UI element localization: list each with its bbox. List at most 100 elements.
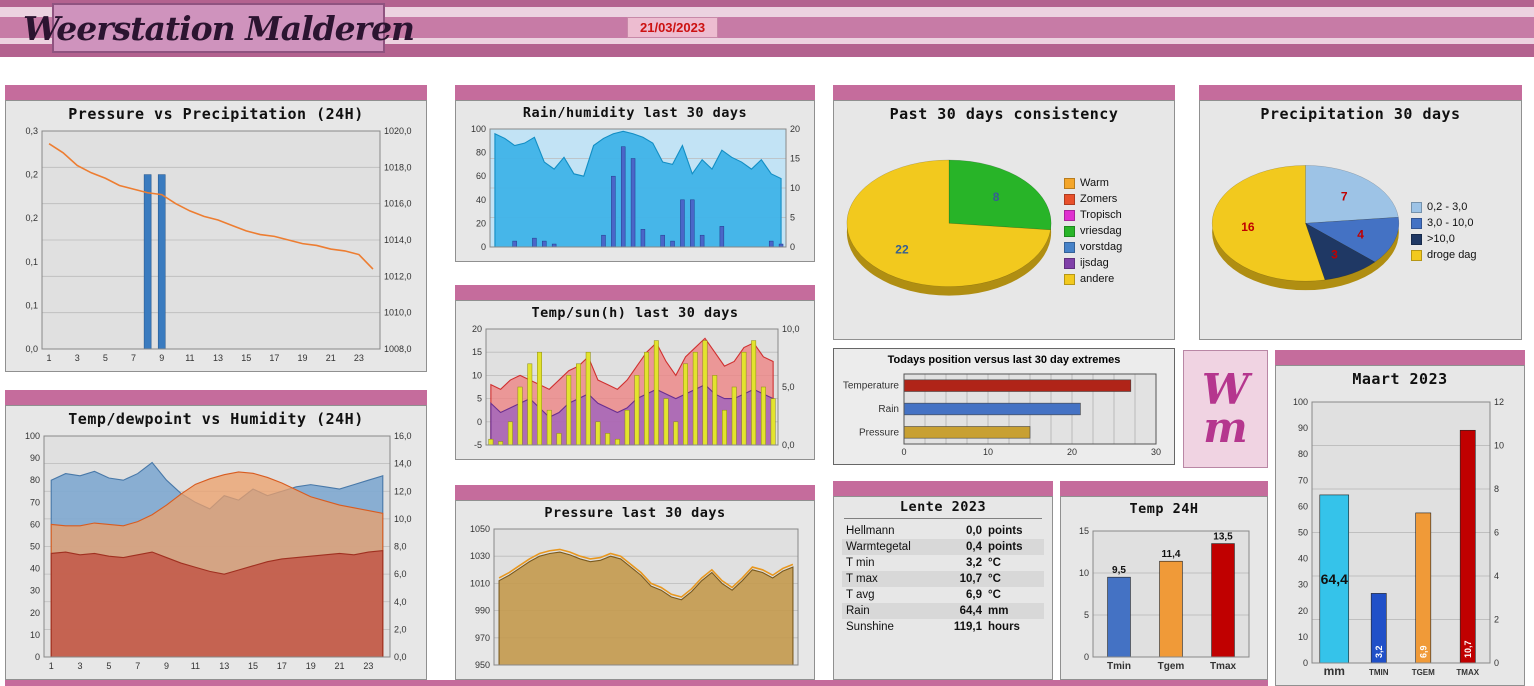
logo-letter-m: m <box>1203 403 1248 452</box>
chart-title: Temp/dewpoint vs Humidity (24H) <box>68 410 364 428</box>
pie-layout: 8 22 Warm Zomers Tropisch vriesdag vorstdag ij… <box>834 123 1174 339</box>
svg-text:10: 10 <box>1079 568 1089 578</box>
svg-text:10: 10 <box>790 183 800 193</box>
svg-text:12,0: 12,0 <box>394 486 412 496</box>
svg-text:0: 0 <box>477 417 482 427</box>
row-label: Hellmann <box>846 525 895 537</box>
svg-text:9,5: 9,5 <box>1112 565 1126 576</box>
svg-text:11: 11 <box>191 661 200 671</box>
svg-text:15: 15 <box>790 154 800 164</box>
legend-item: Tropisch <box>1064 209 1168 221</box>
svg-text:0,2: 0,2 <box>25 170 38 180</box>
svg-text:1050: 1050 <box>470 524 490 534</box>
legend-label: vriesdag <box>1080 225 1122 237</box>
svg-text:TMAX: TMAX <box>1456 668 1479 677</box>
panel-temp-24h: Temp 24H 0 5 10 15 9,5 Tmin 11,4 Tgem 13,5 Tmax <box>1060 481 1268 680</box>
legend-swatch <box>1064 273 1075 285</box>
svg-text:20: 20 <box>30 608 40 618</box>
svg-text:4: 4 <box>1494 571 1499 581</box>
svg-text:0,3: 0,3 <box>25 126 38 136</box>
chart-title: Past 30 days consistency <box>889 105 1119 123</box>
svg-text:21: 21 <box>335 661 345 671</box>
row-label: Warmtegetal <box>846 541 911 553</box>
svg-text:0: 0 <box>1494 658 1499 668</box>
row-label: Rain <box>846 605 870 617</box>
svg-text:0: 0 <box>35 652 40 662</box>
svg-text:950: 950 <box>475 660 490 670</box>
logo-box: W m <box>1183 350 1268 468</box>
svg-text:16,0: 16,0 <box>394 431 412 441</box>
svg-text:10: 10 <box>1298 632 1308 642</box>
row-value: 0,0 <box>966 525 982 537</box>
legend-swatch <box>1411 217 1422 229</box>
row-unit: °C <box>988 589 1001 601</box>
temp-dewpoint-humidity-chart: 0 10 20 30 40 50 60 70 80 90 100 0,0 2,0 4,0 6,0 8,0 10,… <box>10 430 422 675</box>
svg-text:TGEM: TGEM <box>1412 668 1435 677</box>
svg-text:9: 9 <box>164 661 169 671</box>
panel-body: Rain/humidity last 30 days 0 20 40 60 80 100 0… <box>455 100 815 262</box>
svg-text:-5: -5 <box>474 440 482 450</box>
panel-strip <box>1275 350 1525 365</box>
chart-svg: 0 10 20 30 40 50 60 70 80 90 100 0,0 2,0 4,0 6,0 8,0 10,… <box>25 431 412 671</box>
svg-text:12: 12 <box>1494 397 1504 407</box>
svg-text:0: 0 <box>1303 658 1308 668</box>
chart-title: Temp 24H <box>1129 501 1199 517</box>
legend-swatch <box>1064 177 1075 189</box>
svg-text:13,5: 13,5 <box>1213 532 1233 543</box>
panel-strip <box>455 485 815 500</box>
temp-sun-chart: -5 0 5 10 15 20 0,0 5,0 10,0 <box>460 323 810 455</box>
svg-text:100: 100 <box>1293 397 1308 407</box>
svg-text:30: 30 <box>1151 447 1161 457</box>
svg-text:5: 5 <box>106 661 111 671</box>
chart-svg: 0 10 20 30 40 50 60 70 80 90 100 0 2 4 6 8 10 12 64,4 mm 3,2… <box>1293 397 1504 678</box>
chart-svg: 0 20 40 60 80 100 0 5 10 15 20 <box>471 124 800 252</box>
svg-text:3: 3 <box>1331 248 1338 262</box>
svg-text:1018,0: 1018,0 <box>384 162 412 172</box>
panel-pressure-precip-24h: Pressure vs Precipitation (24H) 0,0 0,1 0,… <box>5 85 427 372</box>
svg-text:1012,0: 1012,0 <box>384 271 412 281</box>
svg-text:20: 20 <box>1298 606 1308 616</box>
svg-text:6: 6 <box>1494 528 1499 538</box>
svg-text:15: 15 <box>248 661 258 671</box>
legend-swatch <box>1064 209 1075 221</box>
panel-strip <box>833 85 1175 100</box>
svg-text:19: 19 <box>306 661 316 671</box>
chart-title: Maart 2023 <box>1352 370 1448 388</box>
svg-text:9: 9 <box>159 353 164 363</box>
svg-text:8: 8 <box>993 190 1000 204</box>
panel-body: Pressure vs Precipitation (24H) 0,0 0,1 0,… <box>5 100 427 372</box>
svg-text:7: 7 <box>135 661 140 671</box>
svg-text:100: 100 <box>25 431 40 441</box>
svg-text:mm: mm <box>1324 664 1345 678</box>
svg-text:13: 13 <box>219 661 229 671</box>
svg-text:1008,0: 1008,0 <box>384 344 412 354</box>
svg-text:0,1: 0,1 <box>25 257 38 267</box>
table-title-wrap: Lente 2023 <box>844 499 1042 519</box>
svg-text:5: 5 <box>1084 610 1089 620</box>
svg-text:0: 0 <box>1084 652 1089 662</box>
chart-svg: 8 22 <box>846 160 1052 296</box>
panel-extremes-position: Todays position versus last 30 day extre… <box>833 348 1175 465</box>
svg-text:40: 40 <box>1298 554 1308 564</box>
svg-text:Tmin: Tmin <box>1107 661 1131 672</box>
svg-text:70: 70 <box>30 497 40 507</box>
svg-text:13: 13 <box>213 353 223 363</box>
panel-body: Temp/dewpoint vs Humidity (24H) 0 10 20 30 4… <box>5 405 427 680</box>
row-unit: mm <box>988 605 1009 617</box>
svg-text:30: 30 <box>1298 580 1308 590</box>
svg-text:6,9: 6,9 <box>1418 645 1428 658</box>
svg-text:0,1: 0,1 <box>25 300 38 310</box>
svg-text:19: 19 <box>298 353 308 363</box>
precipitation-pie-legend: 0,2 - 3,0 3,0 - 10,0 >10,0 droge dag <box>1411 197 1521 265</box>
pressure-30d-chart: 950 970 990 1010 1030 1050 <box>460 523 810 675</box>
svg-text:10: 10 <box>472 370 482 380</box>
row-value: 3,2 <box>966 557 982 569</box>
svg-text:50: 50 <box>30 542 40 552</box>
pie-layout: 7 4 3 16 0,2 - 3,0 3,0 - 10,0 >10,0 droge dag <box>1200 123 1521 339</box>
row-unit: points <box>988 525 1023 537</box>
svg-text:5: 5 <box>103 353 108 363</box>
svg-text:10,7: 10,7 <box>1463 640 1473 658</box>
svg-text:Pressure: Pressure <box>859 427 899 438</box>
panel-body: Temp 24H 0 5 10 15 9,5 Tmin 11,4 Tgem 13,5 Tmax <box>1060 496 1268 680</box>
svg-text:11: 11 <box>185 353 194 363</box>
